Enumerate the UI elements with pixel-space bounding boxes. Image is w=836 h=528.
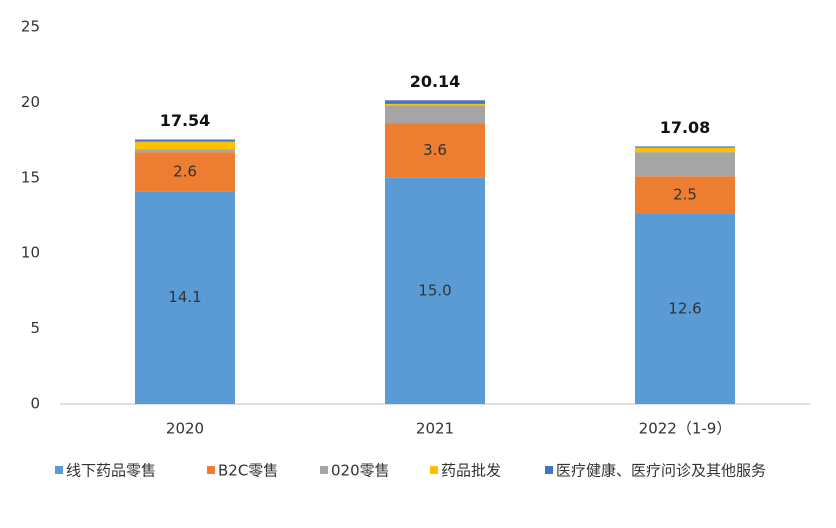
bar-segment [385, 177, 485, 404]
data-label: 12.6 [668, 299, 701, 317]
bar-segment [385, 103, 485, 106]
y-tick-label: 20 [21, 93, 40, 111]
legend-swatch [55, 466, 63, 474]
y-tick-label: 0 [30, 395, 40, 413]
bar-segment [135, 149, 235, 153]
y-tick-label: 15 [21, 168, 40, 186]
bar-segment [135, 141, 235, 150]
bar-segment [385, 105, 485, 124]
legend-label: 医疗健康、医疗问诊及其他服务 [556, 462, 766, 480]
legend-swatch [430, 466, 438, 474]
x-tick-label: 2020 [166, 420, 204, 438]
legend-label: B2C零售 [218, 462, 278, 480]
bar-segment [635, 176, 735, 214]
bar-segment [135, 139, 235, 142]
bar-segment [635, 152, 735, 177]
y-tick-label: 10 [21, 244, 40, 262]
bar-segment [385, 123, 485, 178]
x-tick-label: 2022（1-9） [639, 420, 732, 438]
legend-label: 线下药品零售 [66, 462, 156, 480]
bar-segment [385, 100, 485, 104]
data-label: 2.5 [673, 186, 697, 204]
bar-segment [135, 152, 235, 192]
data-label: 2.6 [173, 162, 197, 180]
x-tick-label: 2021 [416, 420, 454, 438]
data-label: 14.1 [168, 288, 201, 306]
legend-label: 药品批发 [441, 462, 501, 480]
data-label: 3.6 [423, 141, 447, 159]
bar-segment [635, 146, 735, 148]
legend-label: 020零售 [331, 462, 390, 480]
bar-segment [635, 147, 735, 153]
data-label: 15.0 [418, 281, 451, 299]
legend-swatch [545, 466, 553, 474]
legend-swatch [320, 466, 328, 474]
total-label: 17.08 [660, 118, 711, 137]
y-tick-label: 5 [30, 319, 40, 337]
bar-segment [135, 191, 235, 404]
y-tick-label: 25 [21, 18, 40, 36]
bar-segment [635, 213, 735, 404]
legend-swatch [207, 466, 215, 474]
total-label: 20.14 [410, 72, 461, 91]
total-label: 17.54 [160, 111, 211, 130]
